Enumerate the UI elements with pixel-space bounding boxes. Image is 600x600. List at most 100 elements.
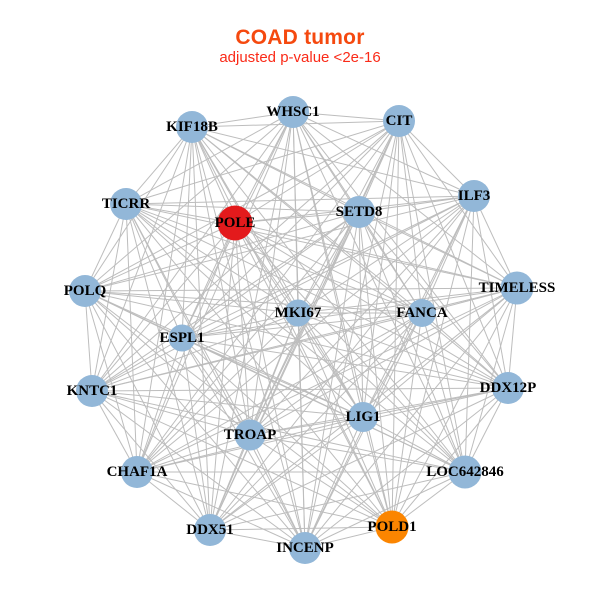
node-label-CIT: CIT (386, 113, 413, 129)
edge-DDX12P-POLD1 (391, 387, 509, 528)
edge-KIF18B-TICRR (125, 126, 193, 205)
edge-POLQ-POLD1 (84, 290, 393, 528)
edge-SETD8-LOC642846 (358, 211, 466, 473)
node-label-KIF18B: KIF18B (166, 119, 218, 135)
edge-LIG1-DDX51 (209, 416, 364, 531)
edge-LIG1-LOC642846 (362, 416, 466, 473)
edge-ESPL1-LIG1 (181, 337, 364, 418)
node-DDX51 (194, 514, 226, 546)
edge-CIT-DDX12P (398, 120, 509, 389)
edge-ILF3-POLQ (84, 195, 475, 292)
edge-KIF18B-WHSC1 (191, 111, 294, 128)
edge-POLE-ESPL1 (181, 222, 236, 339)
node-TICRR (110, 188, 142, 220)
edge-FANCA-LIG1 (362, 312, 423, 418)
edge-ILF3-ESPL1 (181, 195, 475, 339)
labels-layer: KIF18B WHSC1 CIT TICRR POLE SETD8 ILF3 POLQ TIME… (64, 104, 556, 556)
edge-TICRR-MKI67 (125, 203, 299, 314)
edge-MKI67-ESPL1 (181, 312, 299, 339)
edge-LIG1-TROAP (249, 416, 364, 436)
edge-WHSC1-CIT (292, 111, 400, 122)
edge-TICRR-FANCA (125, 203, 423, 314)
edge-DDX12P-INCENP (304, 387, 509, 549)
edge-POLE-POLD1 (234, 222, 393, 528)
edge-MKI67-KNTC1 (91, 312, 299, 392)
edge-ESPL1-POLD1 (181, 337, 393, 528)
edge-SETD8-ILF3 (358, 195, 475, 213)
node-label-POLQ: POLQ (64, 283, 107, 299)
edge-MKI67-INCENP (297, 312, 306, 549)
node-MKI67 (284, 299, 312, 327)
edge-TICRR-ILF3 (125, 195, 475, 205)
edge-WHSC1-TROAP (249, 111, 294, 436)
node-label-LOC642846: LOC642846 (426, 464, 504, 480)
edge-TROAP-INCENP (249, 434, 306, 549)
edge-MKI67-CHAF1A (136, 312, 299, 473)
node-label-TROAP: TROAP (224, 427, 277, 443)
edge-CIT-INCENP (304, 120, 400, 549)
edge-WHSC1-POLQ (84, 111, 294, 292)
edge-FANCA-POLD1 (391, 312, 423, 528)
node-POLE (217, 205, 253, 241)
edge-KNTC1-TROAP (91, 390, 251, 436)
edge-POLQ-FANCA (84, 290, 423, 314)
node-label-MKI67: MKI67 (275, 305, 322, 321)
edge-KNTC1-DDX12P (91, 387, 509, 392)
edge-KIF18B-ESPL1 (181, 126, 193, 339)
edge-TICRR-DDX51 (125, 203, 211, 531)
edge-TICRR-POLD1 (125, 203, 393, 528)
edge-CIT-POLD1 (391, 120, 400, 528)
edge-POLQ-MKI67 (84, 290, 299, 314)
edge-TROAP-DDX51 (209, 434, 251, 531)
edge-TIMELESS-LIG1 (362, 287, 518, 418)
edge-ESPL1-KNTC1 (91, 337, 183, 392)
node-SETD8 (343, 196, 375, 228)
edge-POLQ-TIMELESS (84, 287, 518, 292)
edge-POLE-KNTC1 (91, 222, 236, 392)
node-label-ESPL1: ESPL1 (159, 330, 204, 346)
edge-FANCA-CHAF1A (136, 312, 423, 473)
edge-ESPL1-LOC642846 (181, 337, 466, 473)
node-KIF18B (176, 111, 208, 143)
edge-TICRR-LOC642846 (125, 203, 466, 473)
nodes-layer (69, 96, 534, 564)
node-label-INCENP: INCENP (276, 540, 334, 556)
edge-ESPL1-CHAF1A (136, 337, 183, 473)
edge-POLE-POLQ (84, 222, 236, 292)
node-WHSC1 (277, 96, 309, 128)
edge-POLE-DDX51 (209, 222, 236, 531)
edge-POLQ-LIG1 (84, 290, 364, 418)
edge-CHAF1A-INCENP (136, 471, 306, 549)
edge-WHSC1-TIMELESS (292, 111, 518, 289)
edge-KNTC1-DDX51 (91, 390, 211, 531)
figure-subtitle: adjusted p-value <2e-16 (219, 49, 381, 66)
edge-TICRR-TIMELESS (125, 203, 518, 289)
edge-CIT-POLQ (84, 120, 400, 292)
edge-FANCA-DDX12P (421, 312, 509, 389)
edge-TIMELESS-LOC642846 (464, 287, 518, 473)
edge-ILF3-FANCA (421, 195, 475, 314)
node-label-KNTC1: KNTC1 (67, 383, 118, 399)
edge-TICRR-POLQ (84, 203, 127, 292)
edge-ILF3-LOC642846 (464, 195, 475, 473)
edge-TIMELESS-MKI67 (297, 287, 518, 314)
edge-MKI67-LOC642846 (297, 312, 466, 473)
node-label-POLE: POLE (215, 215, 256, 231)
edge-LOC642846-INCENP (304, 471, 466, 549)
node-label-LIG1: LIG1 (345, 409, 380, 425)
edge-TICRR-POLE (125, 203, 236, 224)
edge-WHSC1-CHAF1A (136, 111, 294, 473)
node-CHAF1A (121, 456, 153, 488)
edge-CIT-TROAP (249, 120, 400, 436)
edge-ILF3-MKI67 (297, 195, 475, 314)
edge-SETD8-FANCA (358, 211, 423, 314)
edge-KNTC1-LIG1 (91, 390, 364, 418)
node-LOC642846 (448, 455, 482, 489)
node-POLQ (69, 275, 101, 307)
node-POLD1 (375, 510, 409, 544)
edge-CIT-ILF3 (398, 120, 475, 197)
edge-TICRR-DDX12P (125, 203, 509, 389)
edge-POLE-MKI67 (234, 222, 299, 314)
edge-POLQ-DDX51 (84, 290, 211, 531)
